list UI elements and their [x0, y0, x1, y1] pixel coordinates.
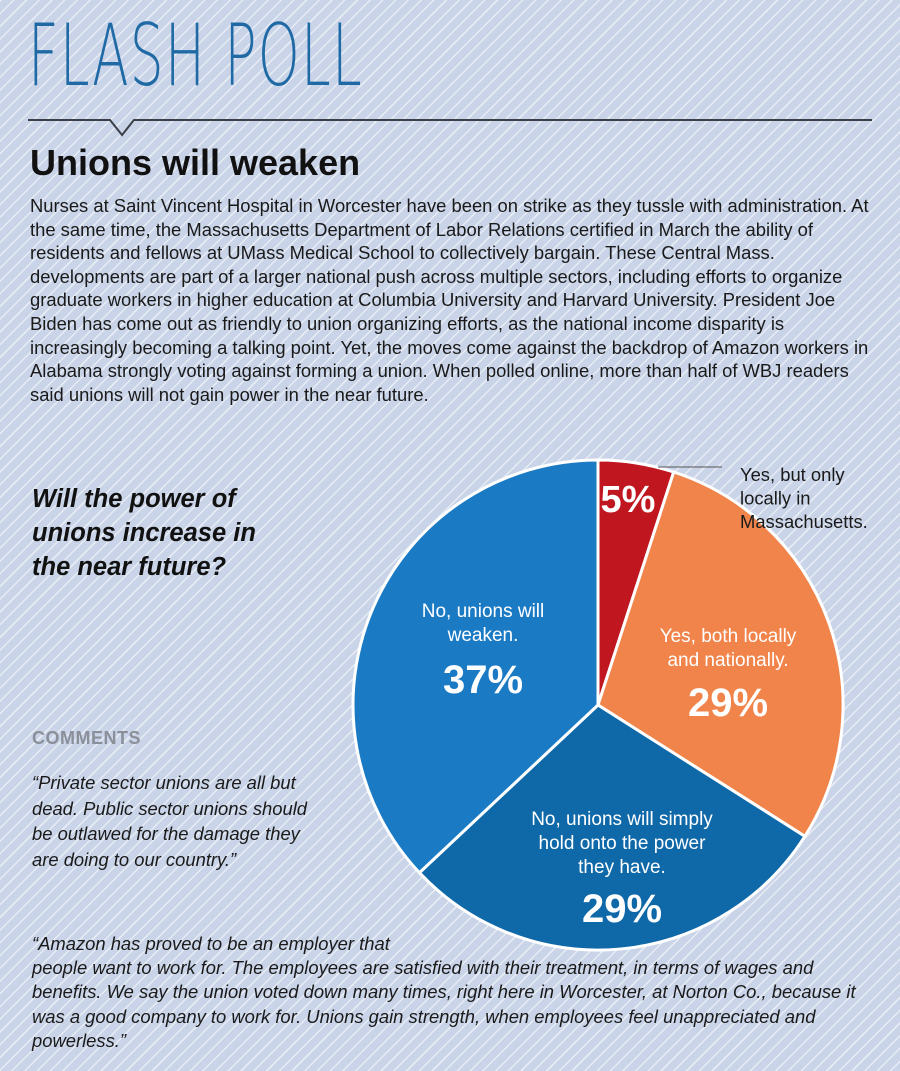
title-divider	[28, 119, 872, 137]
comment-2-first-line: “Amazon has proved to be an employer tha…	[32, 933, 390, 954]
comments-label: COMMENTS	[32, 728, 141, 748]
pie-slice	[596, 470, 845, 839]
slice-percent-label: 29%	[582, 887, 662, 931]
poll-question: Will the power of unions increase in the…	[32, 485, 256, 581]
comment-2-rest: people want to work for. The employees a…	[32, 957, 856, 1051]
slice-percent-label: 29%	[688, 681, 768, 725]
slice-label: Yes, both locally and nationally.	[660, 626, 797, 671]
comment-1: “Private sector unions are all but dead.…	[32, 772, 308, 870]
comment-2: “Amazon has proved to be an employer tha…	[32, 932, 882, 1053]
pie-slice	[417, 703, 807, 952]
pie-slice	[351, 458, 600, 875]
slice-label: Yes, but only locally in Massachusetts.	[740, 464, 868, 532]
intro-paragraph: Nurses at Saint Vincent Hospital in Worc…	[30, 195, 869, 405]
page-title: FLASH POLL	[28, 6, 363, 106]
slice-label: No, unions will weaken.	[422, 601, 545, 646]
headline: Unions will weaken	[30, 142, 361, 183]
slice-percent-label: 37%	[443, 658, 523, 702]
slice-percent-label: 5%	[601, 479, 656, 521]
slice-label: No, unions will simply hold onto the powe…	[531, 809, 713, 878]
